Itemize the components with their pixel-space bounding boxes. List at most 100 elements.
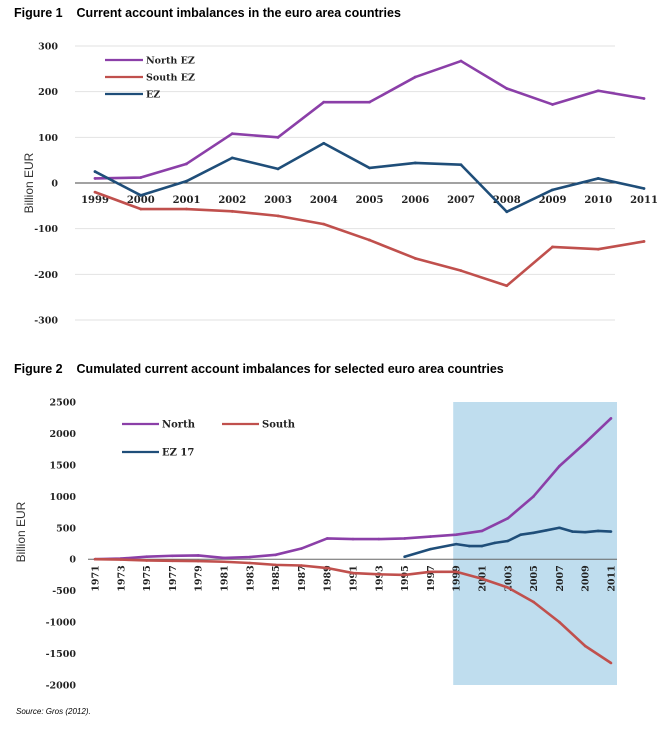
data-point-north-ez [368, 100, 371, 104]
data-point-ez-17 [467, 544, 471, 548]
data-point-south-ez [596, 247, 600, 251]
data-point-south [532, 600, 535, 604]
data-point-north [506, 517, 510, 520]
data-point-north [583, 441, 587, 445]
data-point-north [480, 529, 484, 533]
data-point-ez [413, 161, 417, 165]
x-tick-label: 2009 [581, 565, 592, 592]
data-point-ez-17 [545, 528, 548, 532]
data-point-ez-17 [480, 544, 484, 548]
x-tick-label: 2000 [127, 195, 155, 206]
data-point-north [351, 537, 355, 541]
figure-1-title: Figure 1 Current account imbalances in t… [14, 6, 401, 20]
legend-label: EZ 17 [162, 448, 194, 459]
data-point-south [506, 586, 510, 589]
x-tick-label: 1985 [271, 565, 282, 591]
data-point-north-ez [185, 162, 188, 166]
data-point-ez [276, 167, 280, 171]
data-point-south-ez [551, 245, 554, 249]
x-tick-label: 1973 [116, 565, 127, 591]
data-point-ez [185, 179, 188, 183]
data-point-north [222, 556, 226, 560]
x-tick-label: 1999 [452, 565, 463, 592]
data-point-south [325, 566, 329, 570]
data-point-ez-17 [403, 555, 406, 559]
data-point-south-ez [139, 207, 143, 211]
data-point-ez [459, 163, 463, 167]
x-tick-label: 1989 [323, 565, 334, 592]
data-point-ez [551, 188, 554, 192]
data-point-ez [368, 166, 371, 170]
data-point-south-ez [230, 209, 234, 213]
legend-label: EZ [146, 90, 160, 101]
data-point-south [403, 573, 406, 577]
x-tick-label: 2005 [529, 565, 540, 591]
y-axis-label: Billion EUR [22, 152, 36, 213]
x-tick-label: 2010 [584, 195, 612, 206]
data-point-ez [230, 156, 234, 160]
figure-2-caption: Cumulated current account imbalances for… [76, 362, 504, 376]
data-point-north [558, 464, 561, 468]
shaded-period-highlight [453, 402, 617, 685]
y-tick-label: 2000 [50, 429, 77, 440]
y-tick-label: 500 [56, 523, 76, 534]
data-point-north [300, 547, 303, 550]
legend-label: South [262, 420, 296, 431]
y-tick-label: 0 [51, 179, 58, 190]
data-point-ez-17 [583, 530, 587, 534]
data-point-south [196, 559, 200, 563]
x-tick-label: 2002 [218, 195, 246, 206]
legend-label: North EZ [146, 56, 195, 67]
y-tick-label: 0 [69, 555, 76, 566]
data-point-ez-17 [519, 533, 522, 536]
data-point-north-ez [139, 176, 143, 179]
x-tick-label: 2007 [447, 195, 475, 206]
figure-2-title: Figure 2 Cumulated current account imbal… [14, 362, 504, 376]
data-point-north-ez [596, 89, 600, 93]
data-point-south [274, 563, 277, 567]
data-point-south [558, 620, 561, 624]
data-point-south [171, 559, 174, 563]
data-point-north [274, 553, 277, 557]
data-point-south [248, 561, 252, 565]
data-point-north-ez [642, 97, 646, 100]
y-tick-label: 1000 [50, 492, 77, 503]
data-point-south [145, 559, 148, 562]
y-tick-label: -500 [52, 586, 76, 597]
x-tick-label: 2001 [173, 195, 201, 206]
data-point-north [454, 533, 458, 536]
data-point-north [403, 537, 406, 540]
y-tick-label: -300 [34, 316, 58, 327]
data-point-north-ez [551, 103, 554, 106]
data-point-ez [505, 210, 509, 214]
legend-label: North [162, 420, 196, 431]
x-tick-label: 1987 [297, 565, 308, 591]
data-point-ez-17 [571, 530, 574, 533]
data-point-ez [322, 141, 326, 145]
x-tick-label: 1971 [91, 565, 102, 591]
data-point-north-ez [276, 135, 280, 139]
data-point-north-ez [505, 87, 509, 90]
data-point-north [325, 537, 329, 540]
x-tick-label: 2004 [310, 195, 338, 206]
data-point-ez [139, 193, 143, 197]
data-point-south-ez [459, 269, 463, 273]
x-tick-label: 2011 [607, 565, 618, 591]
x-tick-label: 2003 [264, 195, 292, 206]
data-point-ez-17 [506, 539, 510, 543]
x-tick-label: 2008 [493, 195, 521, 206]
y-tick-label: 100 [38, 133, 58, 144]
data-point-south [480, 577, 484, 581]
y-tick-label: 300 [38, 42, 58, 53]
y-tick-label: -200 [34, 270, 58, 281]
data-point-ez [596, 177, 600, 180]
y-tick-label: -2000 [46, 681, 77, 692]
data-point-north [532, 495, 535, 498]
data-point-south [351, 571, 355, 575]
data-point-ez-17 [609, 530, 613, 533]
data-point-south [377, 573, 381, 576]
data-point-north [171, 554, 174, 558]
data-point-ez [93, 170, 97, 173]
figure-1-label: Figure 1 [14, 6, 63, 20]
x-tick-label: 1991 [349, 565, 360, 591]
